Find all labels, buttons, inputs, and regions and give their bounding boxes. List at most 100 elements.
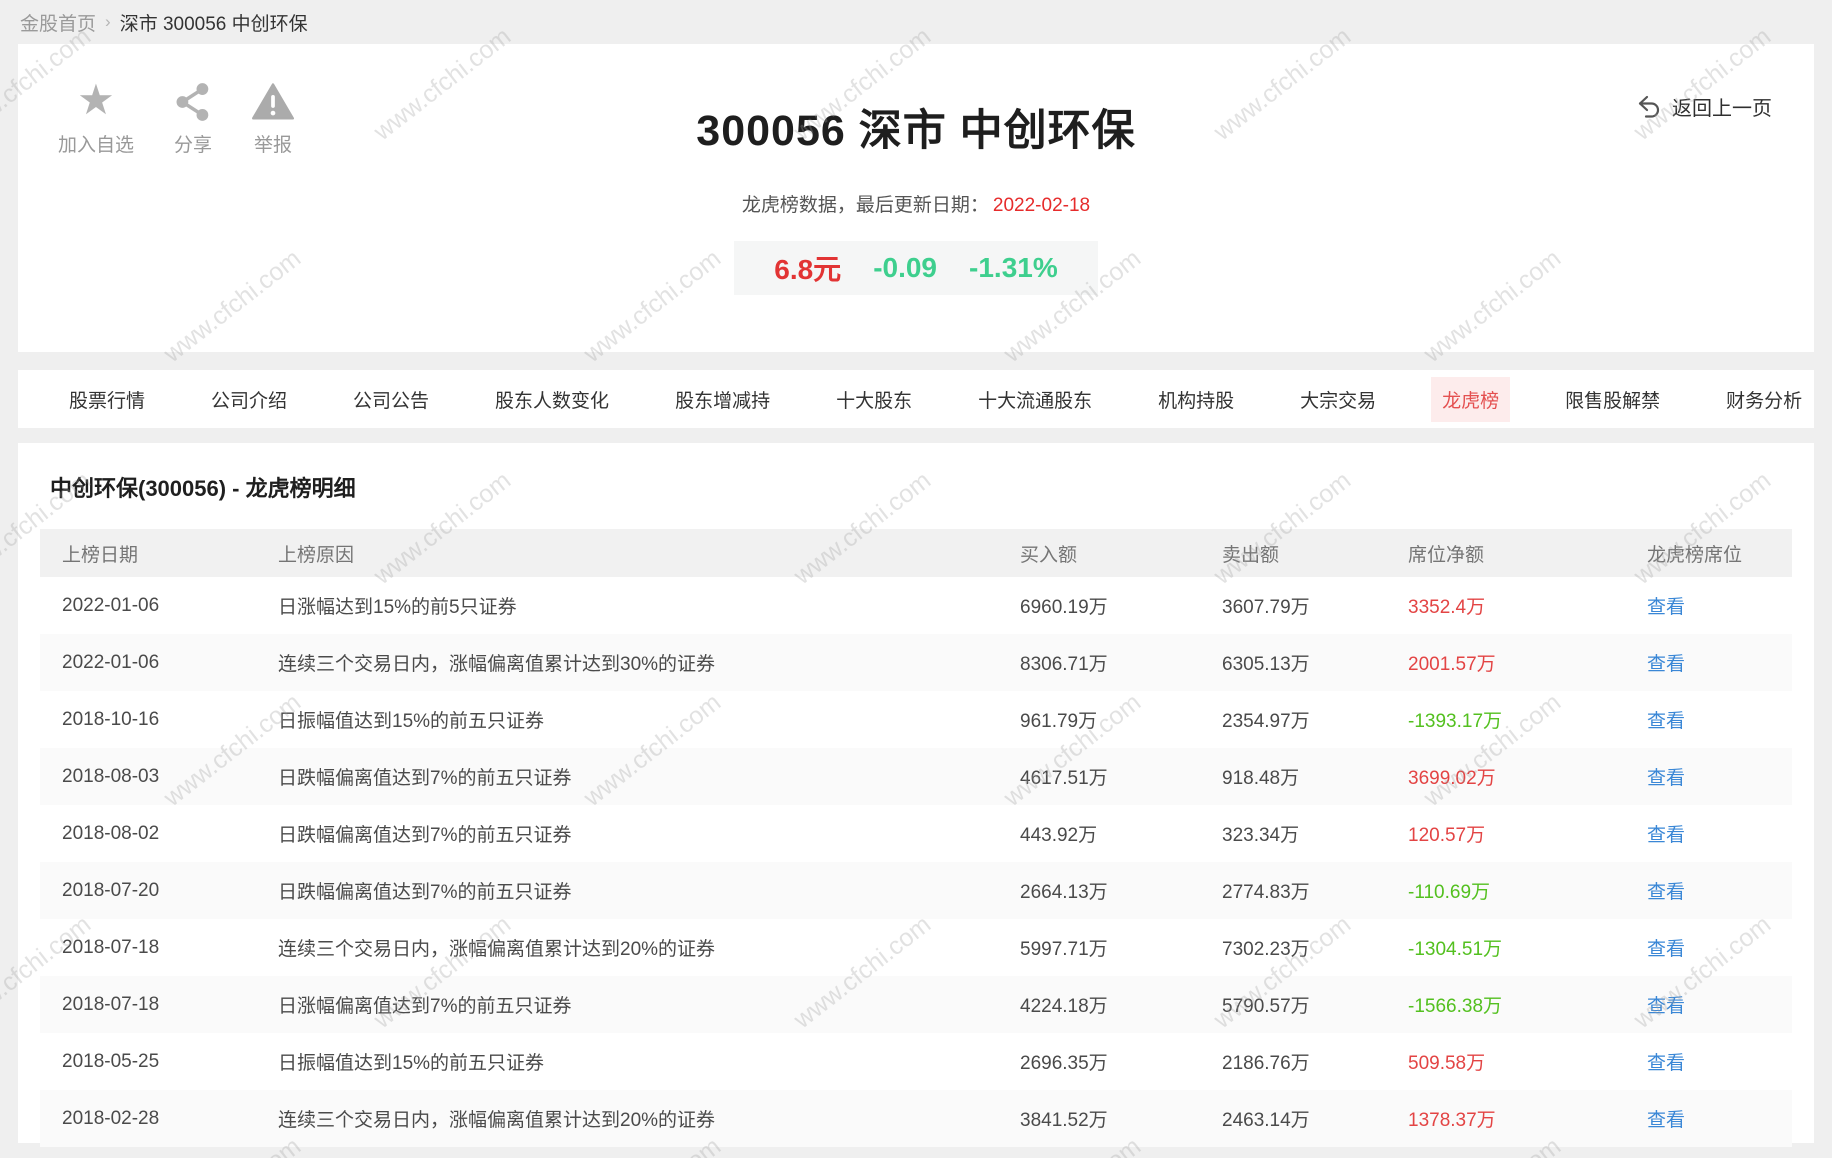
cell-date: 2018-07-18 <box>62 936 160 958</box>
stock-price: 6.8元 <box>774 254 842 285</box>
nav-tab-8[interactable]: 机构持股 <box>1158 390 1235 412</box>
cell-buy: 4224.18万 <box>1020 996 1108 1017</box>
view-link[interactable]: 查看 <box>1647 711 1686 732</box>
back-label: 返回上一页 <box>1672 98 1772 120</box>
add-favorite-button[interactable]: ★ 加入自选 <box>58 78 134 157</box>
nav-tab-9[interactable]: 大宗交易 <box>1300 390 1377 412</box>
cell-sell: 7302.23万 <box>1222 939 1310 960</box>
cell-date: 2018-05-25 <box>62 1050 160 1072</box>
cell-net: 120.57万 <box>1408 825 1486 846</box>
price-change-percent: -1.31% <box>969 252 1058 283</box>
view-link[interactable]: 查看 <box>1647 939 1686 960</box>
back-link[interactable]: 返回上一页 <box>1635 92 1772 121</box>
nav-tab-12[interactable]: 财务分析 <box>1726 390 1803 412</box>
add-favorite-label: 加入自选 <box>58 135 135 156</box>
view-link[interactable]: 查看 <box>1647 597 1686 618</box>
cell-buy: 961.79万 <box>1020 711 1098 732</box>
table-row: 2018-08-03 日跌幅偏离值达到7%的前五只证券 4617.51万 918.48… <box>40 748 1792 805</box>
table-row: 2018-02-28 连续三个交易日内，涨幅偏离值累计达到20%的证券 3841.5… <box>40 1090 1792 1147</box>
cell-sell: 2774.83万 <box>1222 882 1310 903</box>
cell-reason: 日振幅值达到15%的前五只证券 <box>278 711 545 732</box>
nav-tab-2[interactable]: 公司介绍 <box>211 390 288 412</box>
cell-net: -1566.38万 <box>1408 996 1503 1017</box>
cell-sell: 2186.76万 <box>1222 1053 1310 1074</box>
table-row: 2022-01-06 日涨幅达到15%的前5只证券 6960.19万 3607.79万… <box>40 577 1792 634</box>
cell-reason: 日振幅值达到15%的前五只证券 <box>278 1053 545 1074</box>
view-link[interactable]: 查看 <box>1647 654 1686 675</box>
view-link[interactable]: 查看 <box>1647 1110 1686 1131</box>
cell-net: 3699.02万 <box>1408 768 1496 789</box>
share-label: 分享 <box>174 135 213 156</box>
price-box: 6.8元 -0.09 -1.31% <box>734 241 1098 295</box>
table-row: 2018-07-18 连续三个交易日内，涨幅偏离值累计达到20%的证券 5997.7… <box>40 919 1792 976</box>
cell-net: -1304.51万 <box>1408 939 1503 960</box>
cell-buy: 6960.19万 <box>1020 597 1108 618</box>
cell-date: 2018-02-28 <box>62 1107 160 1129</box>
column-header-seat: 龙虎榜席位 <box>1647 544 1743 566</box>
share-button[interactable]: 分享 <box>174 78 212 157</box>
column-header-date: 上榜日期 <box>62 544 139 566</box>
view-link[interactable]: 查看 <box>1647 768 1686 789</box>
cell-buy: 5997.71万 <box>1020 939 1108 960</box>
cell-sell: 2354.97万 <box>1222 711 1310 732</box>
cell-net: -110.69万 <box>1408 882 1491 903</box>
cell-reason: 日涨幅偏离值达到7%的前五只证券 <box>278 996 572 1017</box>
nav-tab-6[interactable]: 十大股东 <box>836 390 913 412</box>
cell-reason: 日跌幅偏离值达到7%的前五只证券 <box>278 768 572 789</box>
update-info: 龙虎榜数据，最后更新日期： 2022-02-18 <box>18 190 1814 217</box>
cell-sell: 5790.57万 <box>1222 996 1310 1017</box>
cell-net: 3352.4万 <box>1408 597 1486 618</box>
cell-reason: 连续三个交易日内，涨幅偏离值累计达到30%的证券 <box>278 654 716 675</box>
column-header-sell: 卖出额 <box>1222 544 1280 566</box>
cell-buy: 4617.51万 <box>1020 768 1108 789</box>
table-row: 2018-07-20 日跌幅偏离值达到7%的前五只证券 2664.13万 2774.8… <box>40 862 1792 919</box>
view-link[interactable]: 查看 <box>1647 882 1686 903</box>
lhb-table: 上榜日期 上榜原因 买入额 卖出额 席位净额 龙虎榜席位 2022-01-06 日涨幅达到1… <box>40 529 1792 1147</box>
cell-date: 2022-01-06 <box>62 594 160 616</box>
nav-tab-5[interactable]: 股东增减持 <box>675 390 771 412</box>
table-row: 2018-07-18 日涨幅偏离值达到7%的前五只证券 4224.18万 5790.5… <box>40 976 1792 1033</box>
view-link[interactable]: 查看 <box>1647 825 1686 846</box>
view-link[interactable]: 查看 <box>1647 996 1686 1017</box>
cell-sell: 323.34万 <box>1222 825 1300 846</box>
update-info-prefix: 龙虎榜数据，最后更新日期： <box>741 195 989 216</box>
table-header-row: 上榜日期 上榜原因 买入额 卖出额 席位净额 龙虎榜席位 <box>40 529 1792 577</box>
cell-buy: 2664.13万 <box>1020 882 1108 903</box>
nav-tab-3[interactable]: 公司公告 <box>353 390 430 412</box>
nav-tab-4[interactable]: 股东人数变化 <box>495 390 610 412</box>
report-label: 举报 <box>254 135 293 156</box>
breadcrumb-separator-icon: › <box>105 12 111 31</box>
report-icon <box>252 78 295 122</box>
breadcrumb: 金股首页 › 深市 300056 中创环保 <box>0 0 1832 44</box>
cell-sell: 3607.79万 <box>1222 597 1310 618</box>
breadcrumb-current: 深市 300056 中创环保 <box>119 13 308 35</box>
header-actions: ★ 加入自选 分享 <box>58 78 295 157</box>
column-header-net: 席位净额 <box>1408 544 1485 566</box>
nav-tab-1[interactable]: 股票行情 <box>69 390 146 412</box>
cell-date: 2018-10-16 <box>62 708 160 730</box>
update-date: 2022-02-18 <box>992 195 1091 216</box>
stock-nav-tabs: 股票行情 公司介绍 公司公告 股东人数变化 股东增减持 十大股东 十大流通股东 机构持股 大宗交… <box>18 370 1814 428</box>
cell-reason: 日跌幅偏离值达到7%的前五只证券 <box>278 825 572 846</box>
report-button[interactable]: 举报 <box>252 78 295 157</box>
cell-reason: 连续三个交易日内，涨幅偏离值累计达到20%的证券 <box>278 939 716 960</box>
cell-reason: 日跌幅偏离值达到7%的前五只证券 <box>278 882 572 903</box>
cell-buy: 8306.71万 <box>1020 654 1108 675</box>
stock-header-card: ★ 加入自选 分享 <box>18 44 1814 352</box>
nav-tab-7[interactable]: 十大流通股东 <box>978 390 1093 412</box>
back-arrow-icon <box>1635 94 1661 120</box>
cell-net: 1378.37万 <box>1408 1110 1496 1131</box>
nav-tab-10[interactable]: 龙虎榜 <box>1431 376 1511 422</box>
column-header-reason: 上榜原因 <box>278 544 355 566</box>
cell-buy: 2696.35万 <box>1020 1053 1108 1074</box>
cell-reason: 日涨幅达到15%的前5只证券 <box>278 597 517 618</box>
view-link[interactable]: 查看 <box>1647 1053 1686 1074</box>
cell-net: 2001.57万 <box>1408 654 1496 675</box>
cell-reason: 连续三个交易日内，涨幅偏离值累计达到20%的证券 <box>278 1110 716 1131</box>
table-row: 2022-01-06 连续三个交易日内，涨幅偏离值累计达到30%的证券 8306.7… <box>40 634 1792 691</box>
cell-date: 2018-08-02 <box>62 822 160 844</box>
star-icon: ★ <box>77 76 115 123</box>
breadcrumb-home[interactable]: 金股首页 <box>20 13 97 35</box>
nav-tab-11[interactable]: 限售股解禁 <box>1565 390 1661 412</box>
cell-sell: 2463.14万 <box>1222 1110 1310 1131</box>
